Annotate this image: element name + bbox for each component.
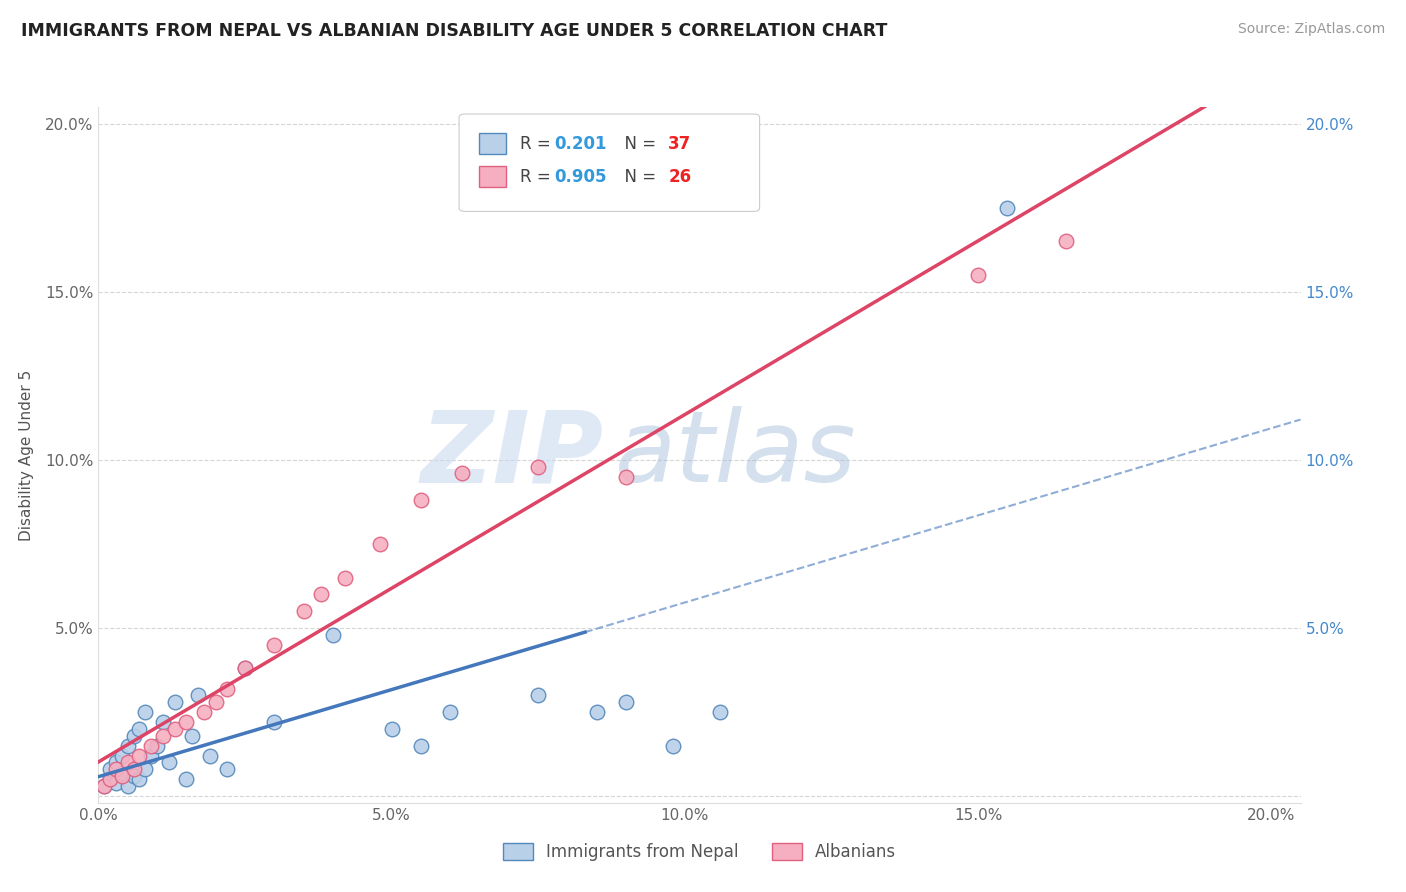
Point xyxy=(117,739,139,753)
Point xyxy=(157,756,180,770)
Text: 37: 37 xyxy=(668,135,692,153)
Point xyxy=(967,268,990,282)
Text: Source: ZipAtlas.com: Source: ZipAtlas.com xyxy=(1237,22,1385,37)
Point xyxy=(163,722,186,736)
Point xyxy=(141,748,163,763)
Text: N =: N = xyxy=(614,168,661,186)
Point xyxy=(134,705,156,719)
Point xyxy=(122,762,145,776)
Point xyxy=(614,695,637,709)
Point xyxy=(146,739,169,753)
Text: atlas: atlas xyxy=(616,407,858,503)
Text: 0.905: 0.905 xyxy=(554,168,606,186)
Point xyxy=(176,772,198,787)
Point xyxy=(709,705,731,719)
Point xyxy=(117,756,139,770)
Point xyxy=(204,695,226,709)
Text: ZIP: ZIP xyxy=(420,407,603,503)
Point xyxy=(98,772,121,787)
Point xyxy=(193,705,215,719)
Point xyxy=(995,201,1018,215)
Point xyxy=(292,604,315,618)
Point xyxy=(198,748,221,763)
Point xyxy=(233,661,256,675)
Point xyxy=(128,748,150,763)
Point xyxy=(263,638,285,652)
Point xyxy=(152,729,174,743)
Point xyxy=(217,681,239,696)
Point xyxy=(176,715,198,730)
Point xyxy=(1054,235,1077,249)
Point xyxy=(381,722,404,736)
Text: N =: N = xyxy=(614,135,661,153)
Text: 0.201: 0.201 xyxy=(554,135,606,153)
Text: R =: R = xyxy=(520,168,557,186)
Point xyxy=(439,705,461,719)
Point xyxy=(134,762,156,776)
Point xyxy=(586,705,609,719)
Point xyxy=(527,688,550,702)
Point xyxy=(309,587,332,601)
Point xyxy=(409,493,432,508)
Point xyxy=(141,739,163,753)
Point xyxy=(111,765,134,780)
Point xyxy=(105,762,128,776)
Point xyxy=(93,779,115,793)
Point xyxy=(152,715,174,730)
Point xyxy=(122,729,145,743)
Point xyxy=(527,459,550,474)
FancyBboxPatch shape xyxy=(458,114,759,211)
Point xyxy=(181,729,204,743)
Text: R =: R = xyxy=(520,135,557,153)
Text: 26: 26 xyxy=(668,168,692,186)
Point xyxy=(409,739,432,753)
FancyBboxPatch shape xyxy=(479,166,506,187)
Point xyxy=(451,467,474,481)
Point xyxy=(368,537,391,551)
Point xyxy=(187,688,209,702)
Point xyxy=(322,628,344,642)
Point xyxy=(263,715,285,730)
Y-axis label: Disability Age Under 5: Disability Age Under 5 xyxy=(20,369,34,541)
Text: IMMIGRANTS FROM NEPAL VS ALBANIAN DISABILITY AGE UNDER 5 CORRELATION CHART: IMMIGRANTS FROM NEPAL VS ALBANIAN DISABI… xyxy=(21,22,887,40)
Point xyxy=(111,748,134,763)
Point xyxy=(333,571,356,585)
Point xyxy=(105,756,128,770)
Point xyxy=(98,772,121,787)
Point xyxy=(105,775,128,789)
Point xyxy=(217,762,239,776)
Point xyxy=(111,769,134,783)
Point xyxy=(98,762,121,776)
FancyBboxPatch shape xyxy=(479,134,506,154)
Point xyxy=(128,772,150,787)
Legend: Immigrants from Nepal, Albanians: Immigrants from Nepal, Albanians xyxy=(496,836,903,868)
Point xyxy=(128,722,150,736)
Point xyxy=(163,695,186,709)
Point xyxy=(122,769,145,783)
Point xyxy=(117,779,139,793)
Point xyxy=(614,469,637,483)
Point xyxy=(662,739,685,753)
Point xyxy=(93,779,115,793)
Point xyxy=(233,661,256,675)
